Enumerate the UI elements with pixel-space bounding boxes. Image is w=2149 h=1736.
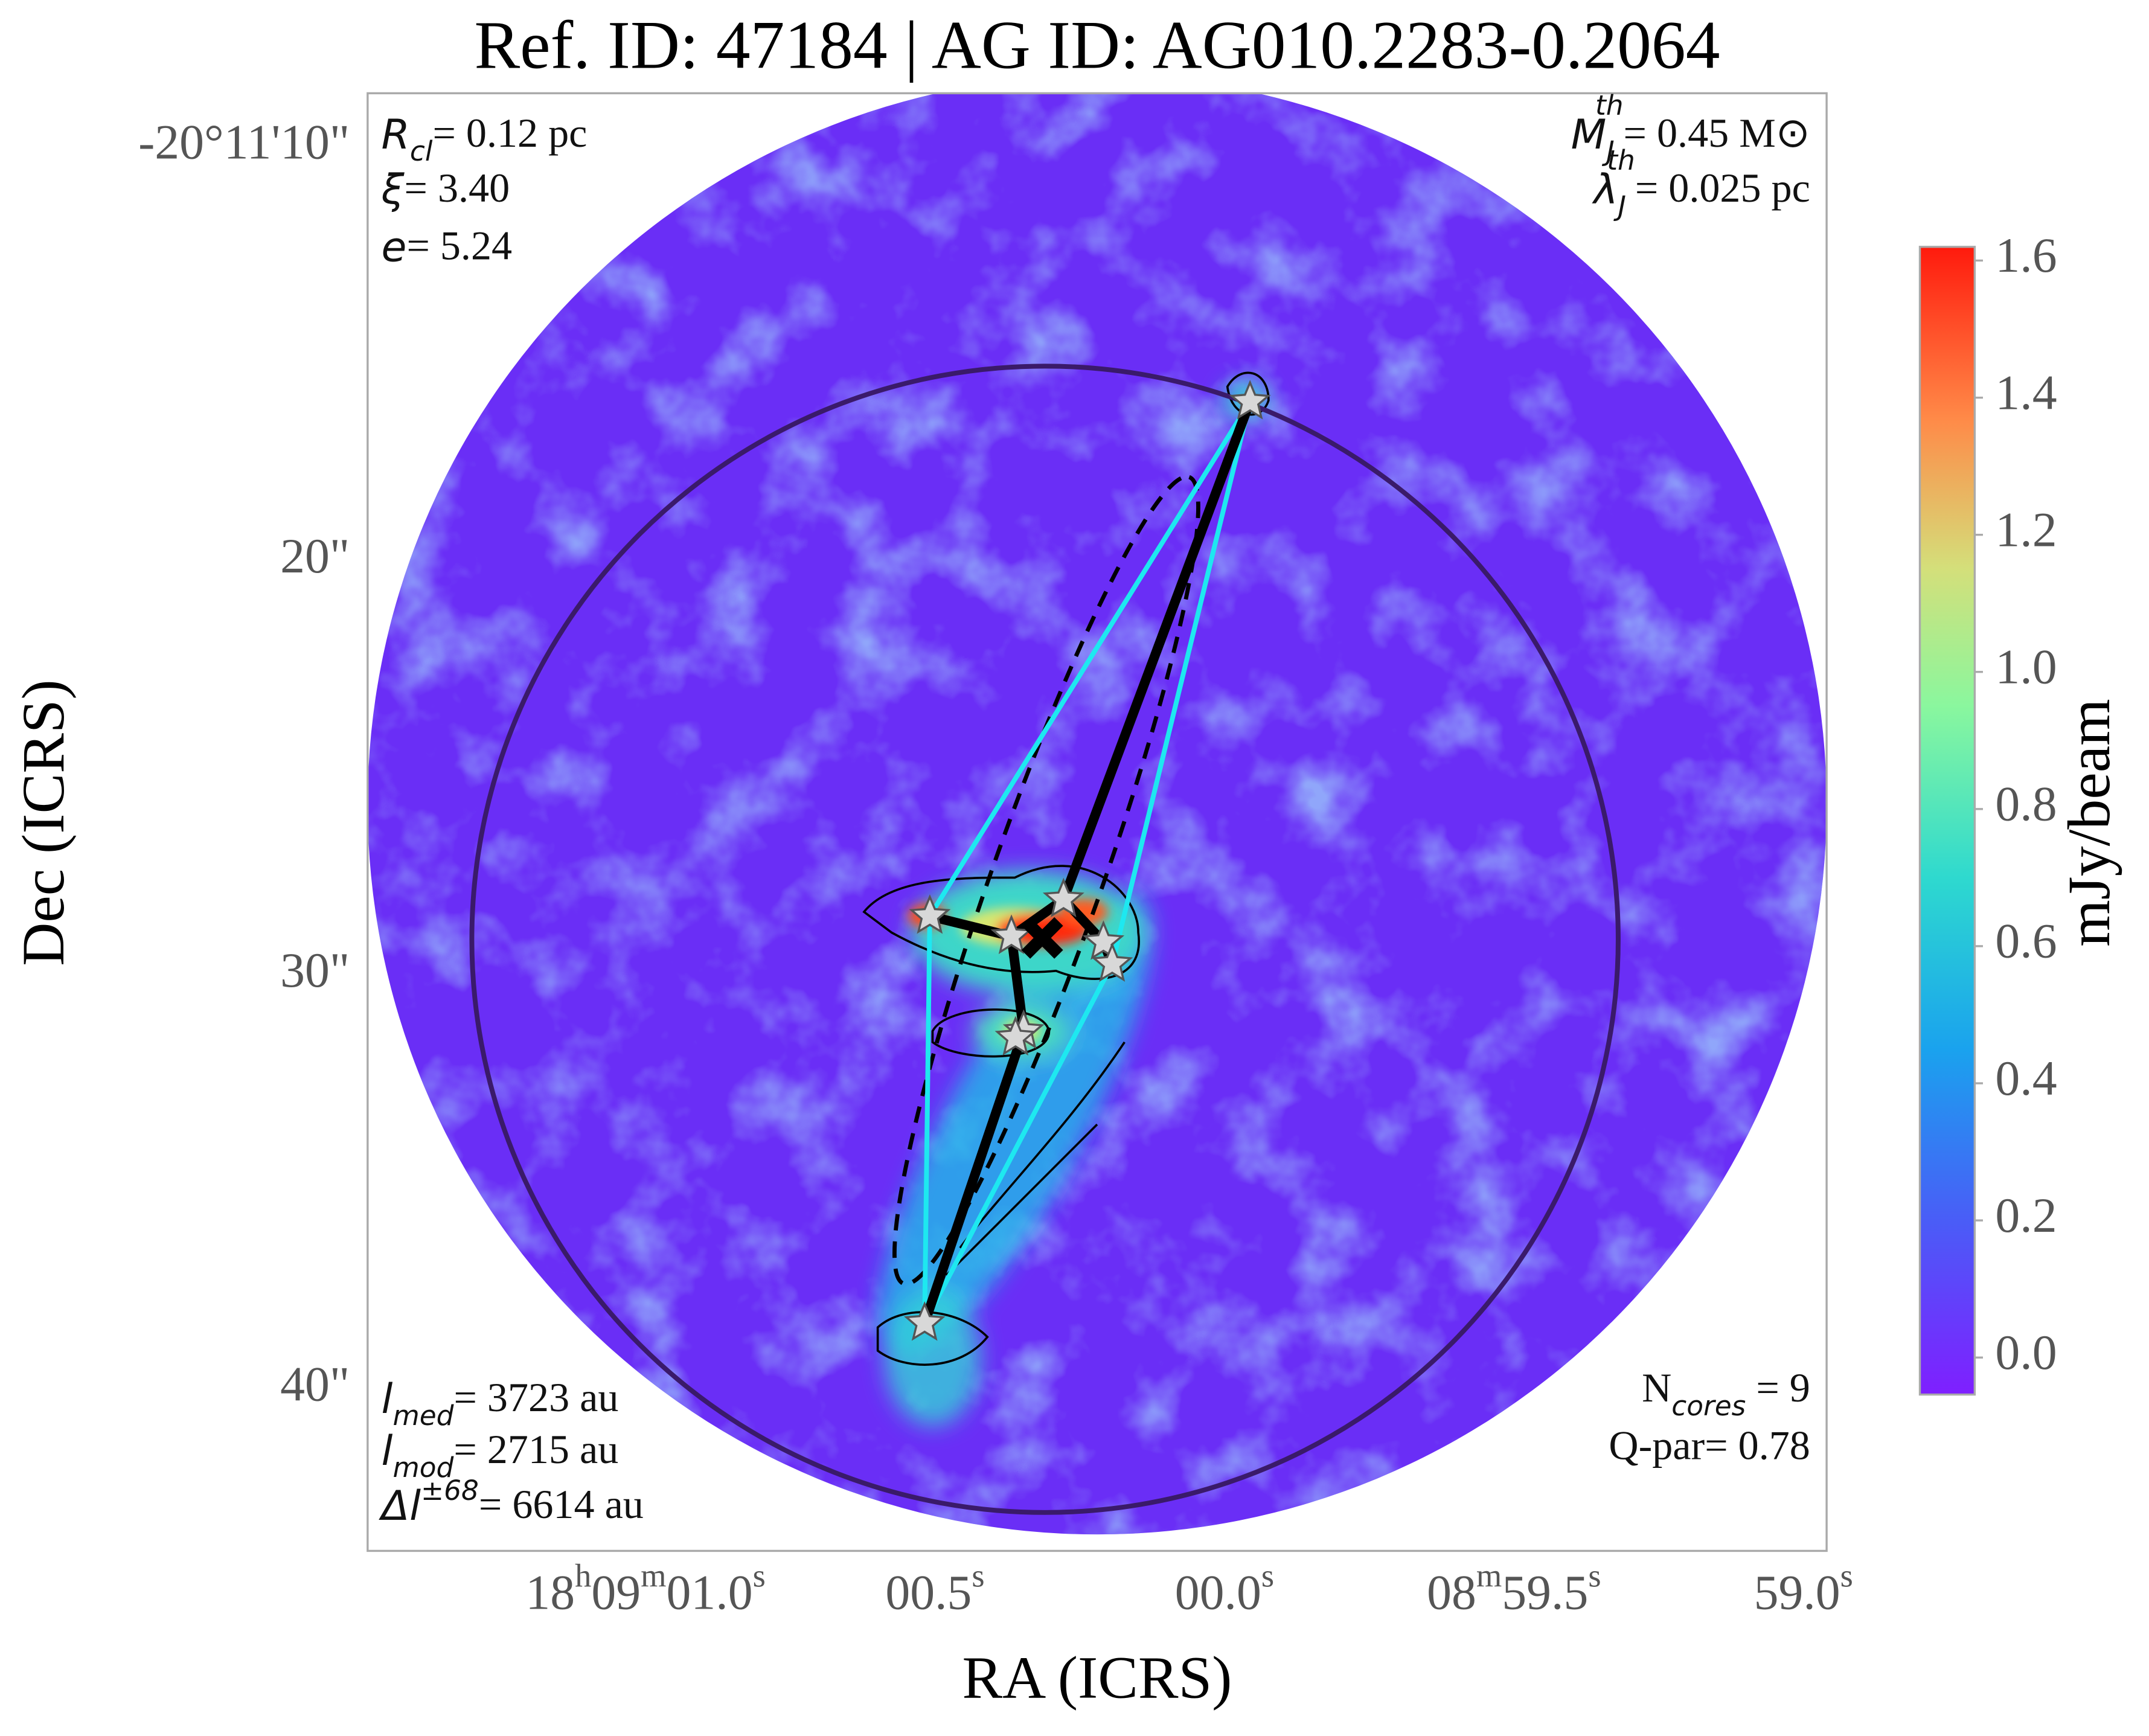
y-tick-label: -20°11'10" [138,114,350,169]
annotation-symbol: M [1571,111,1607,159]
x-tick-label: 00.0s [1175,1557,1274,1620]
annotation-text2: = 9 [1746,1365,1810,1411]
annotation: Q-par= 0.78 [1609,1422,1810,1468]
annotation: lmed= 3723 au [382,1374,619,1432]
annotation-symbol: l [382,1375,393,1423]
mst-edge [1058,397,1255,905]
overlay [903,380,1271,1341]
colorbar-label: mJy/beam [2055,699,2122,947]
colorbar-tick-label: 0.2 [1995,1188,2057,1243]
colorbar-tick-label: 1.2 [1995,502,2057,557]
x-tick-label: 00.5s [885,1557,984,1620]
core [1042,877,1084,917]
annotation-sub: cores [1671,1390,1746,1422]
annotation-sub: cl [410,135,433,167]
y-axis-label: Dec (ICRS) [10,679,77,966]
annotation-sup: th [1595,89,1624,121]
x-tick-label: 59.0s [1754,1557,1853,1620]
colorbar-tick-label: 0.6 [1995,914,2057,969]
chart-title: Ref. ID: 47184 | AG ID: AG010.2283-0.206… [474,7,1720,83]
annotation-sub: med [392,1400,454,1432]
image [367,93,1827,1535]
annotation-text: Q-par= 0.78 [1609,1422,1810,1468]
annotation: e= 5.24 [382,222,513,271]
core [903,1301,946,1341]
annotation: Δl±68= 6614 au [379,1475,644,1530]
colorbar [1918,246,1976,1396]
annotation-text: = 6614 au [479,1481,644,1527]
x-tick-label: 18h09m01.0s [525,1557,765,1620]
annotation: Rcl= 0.12 pc [382,110,588,167]
annotation-text: = 3.40 [405,165,510,211]
y-tick-label: 30" [280,943,350,998]
x-tick-label: 08m59.5s [1427,1557,1601,1620]
annotation-symbol: Δl [379,1482,421,1530]
annotation-text: N [1642,1365,1671,1411]
annotation-symbol: R [382,111,410,159]
x-axis-label: RA (ICRS) [962,1644,1232,1711]
annotation-text: = 0.45 M⊙ [1624,110,1810,156]
annotation-sub: mod [392,1452,454,1484]
annotation-text: = 3723 au [453,1374,618,1420]
annotation-text: = 5.24 [406,222,512,268]
colorbar-tick-label: 1.0 [1995,639,2057,694]
annotation-symbol: e [382,223,407,271]
annotation: lmod= 2715 au [382,1426,619,1484]
annotation: Ncores = 9 [1642,1365,1810,1422]
center-marker [1021,917,1063,959]
annotation-symbol: λ [1592,165,1618,213]
annotation: λJth= 0.025 pc [1592,144,1810,222]
annotation-sup: ±68 [421,1475,479,1507]
annotation-symbol: ξ [381,165,405,213]
annotation-symbol: l [382,1427,393,1475]
core [994,1016,1037,1056]
colorbar-tick-label: 0.0 [1995,1325,2057,1380]
annotation-text: = 0.12 pc [432,110,587,156]
colorbar-tick-label: 1.6 [1995,228,2057,283]
colorbar-tick-label: 0.4 [1995,1051,2057,1106]
annotation: MJth= 0.45 M⊙ [1571,89,1810,167]
annotation-text: = 0.025 pc [1635,165,1810,211]
annotation-text: = 2715 au [453,1426,618,1472]
core [909,894,951,934]
colorbar-tick-label: 1.4 [1995,365,2057,420]
annotation-sup: th [1607,144,1635,176]
core [1229,380,1271,420]
colorbar-tick-label: 0.8 [1995,777,2057,831]
annotation: ξ= 3.40 [381,165,510,214]
core [990,914,1033,955]
y-tick-label: 20" [280,528,350,583]
core [1091,942,1133,982]
axes-frame [367,92,1828,1552]
mst-edge [920,1026,1029,1328]
y-tick-label: 40" [280,1357,350,1412]
